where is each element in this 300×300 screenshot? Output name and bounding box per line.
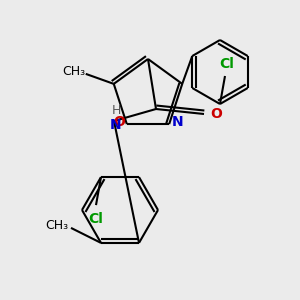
Text: N: N [171,115,183,129]
Text: O: O [210,107,222,121]
Text: CH₃: CH₃ [45,219,69,232]
Text: Cl: Cl [88,212,104,226]
Text: O: O [113,115,125,129]
Text: N: N [110,118,122,132]
Text: Cl: Cl [220,57,234,71]
Text: CH₃: CH₃ [62,65,85,78]
Text: H: H [111,104,121,118]
